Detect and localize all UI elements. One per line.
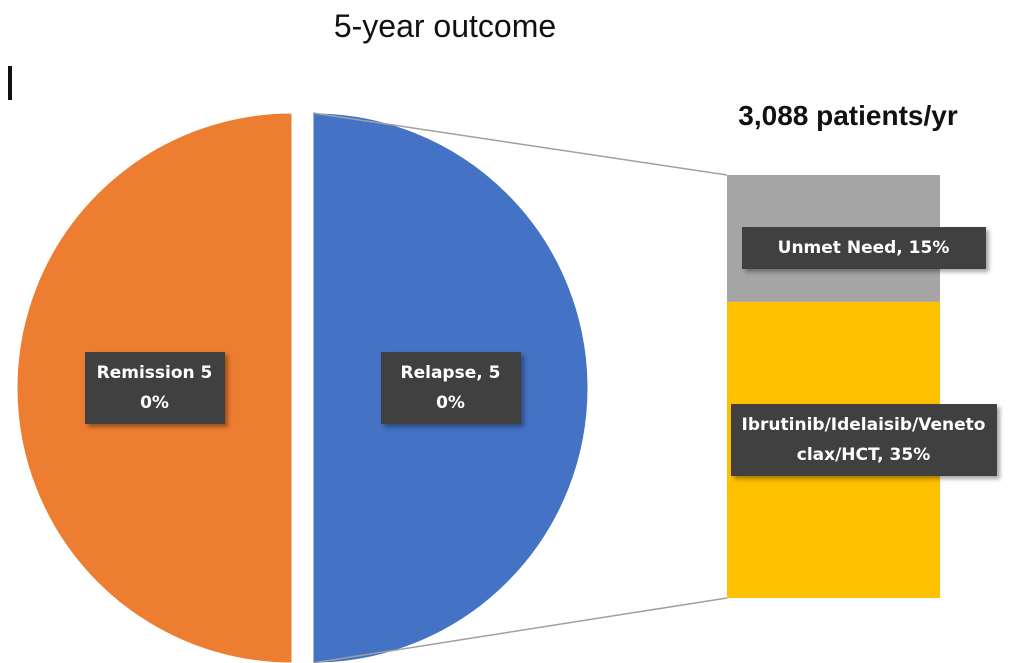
data-label: Unmet Need, 15%	[741, 227, 986, 270]
data-label: Ibrutinib/Idelaisib/Venetoclax/HCT, 35%	[730, 403, 997, 476]
cursor-mark	[8, 66, 12, 100]
data-label: Remission 50%	[84, 352, 225, 424]
annotation: 3,088 patients/yr	[738, 100, 958, 131]
connector	[312, 597, 728, 663]
data-label: Relapse, 50%	[380, 352, 521, 424]
chart-title: 5-year outcome	[333, 8, 557, 44]
connector	[312, 112, 728, 176]
